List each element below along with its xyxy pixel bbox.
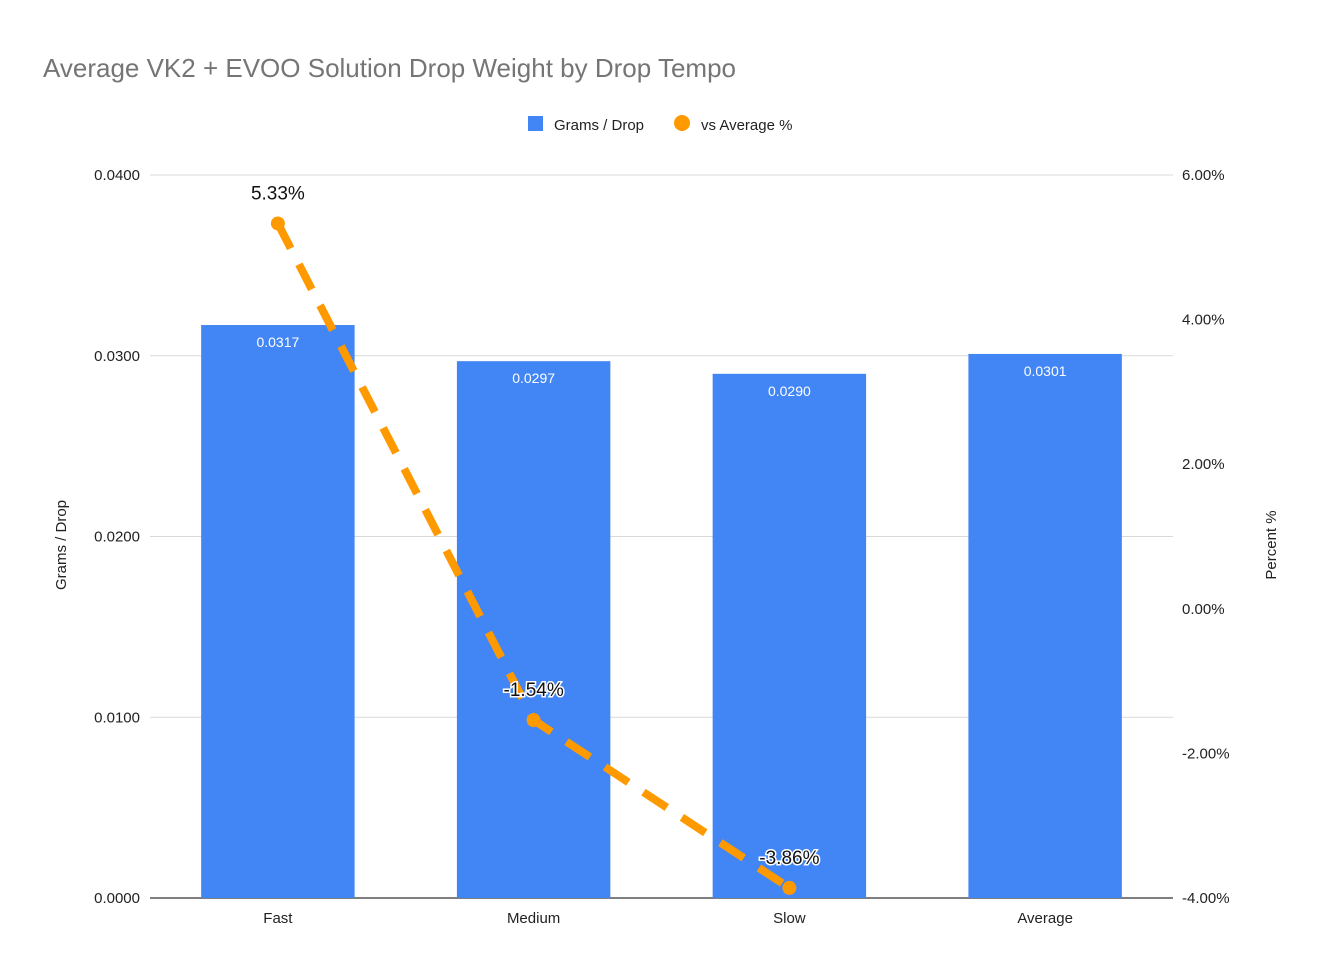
y2-tick-label: -2.00% [1182, 745, 1230, 762]
y-tick-label: 0.0400 [94, 167, 140, 184]
x-tick-label: Slow [773, 910, 806, 927]
line-value-label: -3.86% [759, 848, 819, 869]
line-series [270, 216, 797, 895]
y-tick-label: 0.0000 [94, 890, 140, 907]
bar [201, 325, 355, 899]
chart-title: Average VK2 + EVOO Solution Drop Weight … [43, 53, 736, 83]
x-tick-label: Fast [263, 910, 293, 927]
x-tick-label: Medium [507, 910, 560, 927]
line-point [526, 713, 541, 728]
legend-label-bar: Grams / Drop [554, 117, 644, 134]
data-labels: 0.0317 0.0297 0.0290 0.0301 5.33% -1.54% -3.86… [249, 182, 1067, 870]
bar-value-label: 0.0290 [768, 383, 811, 399]
legend: Grams / Drop vs Average % [528, 115, 792, 134]
legend-swatch-line [674, 115, 690, 131]
bar-value-label: 0.0297 [512, 370, 555, 386]
y-axis-title: Grams / Drop [53, 500, 70, 590]
bar [968, 353, 1122, 898]
y2-tick-label: 6.00% [1182, 167, 1225, 184]
y2-tick-label: 4.00% [1182, 312, 1225, 329]
line-point [782, 880, 797, 895]
y2-tick-label: 2.00% [1182, 456, 1225, 473]
legend-swatch-bar [528, 116, 543, 131]
y2-tick-label: 0.00% [1182, 601, 1225, 618]
line-value-label: -1.54% [504, 680, 564, 701]
bar-value-label: 0.0301 [1024, 363, 1067, 379]
legend-label-line: vs Average % [701, 117, 792, 134]
bars [201, 325, 1122, 899]
y2-tick-label: -4.00% [1182, 890, 1230, 907]
y2-axis-title: Percent % [1263, 510, 1280, 579]
line-point [270, 216, 285, 231]
line-value-label: 5.33% [251, 183, 305, 204]
bar [456, 361, 611, 898]
bar [712, 373, 867, 898]
y-tick-label: 0.0100 [94, 709, 140, 726]
bar-value-label: 0.0317 [256, 334, 299, 350]
y-tick-label: 0.0200 [94, 529, 140, 546]
y-tick-label: 0.0300 [94, 348, 140, 365]
axis-ticks: 0.0000 0.0100 0.0200 0.0300 0.0400 -4.00% -2.0… [94, 167, 1229, 927]
x-tick-label: Average [1017, 910, 1073, 927]
